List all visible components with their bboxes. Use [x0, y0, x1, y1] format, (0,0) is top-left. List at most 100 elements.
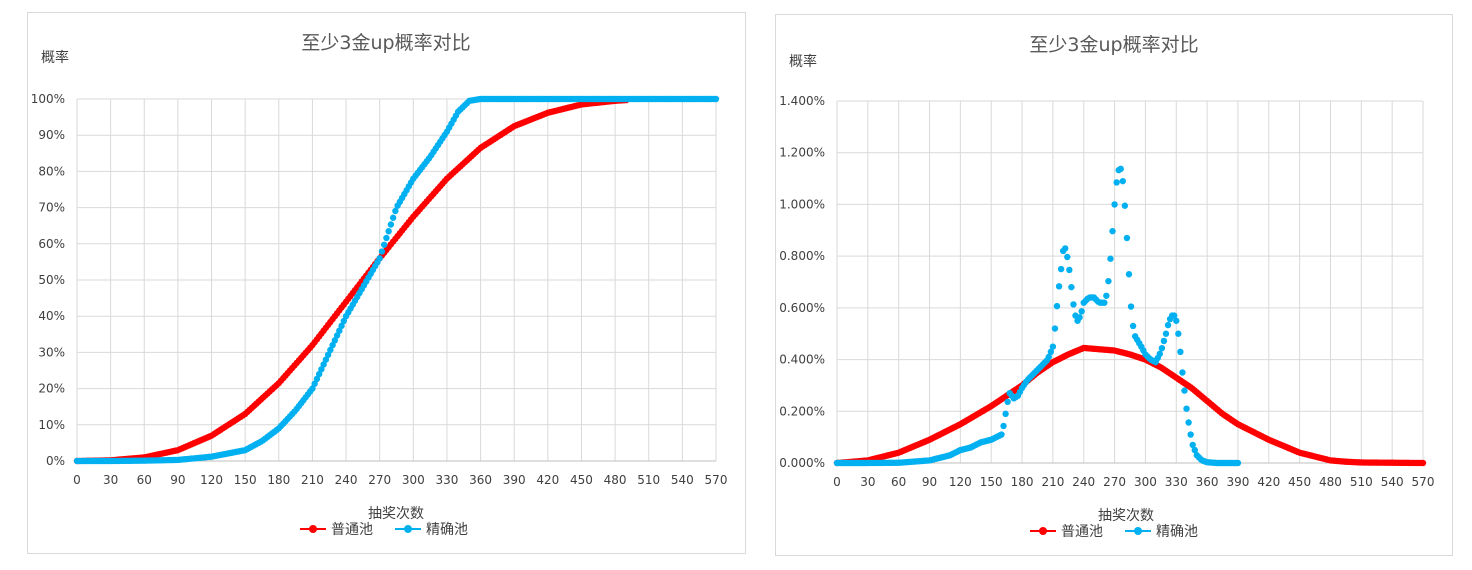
y-tick-label: 0.200%: [779, 404, 825, 418]
data-point: [1000, 422, 1007, 430]
x-tick-label: 540: [1381, 475, 1404, 489]
data-point: [1187, 431, 1194, 438]
data-point: [389, 214, 397, 221]
x-tick-label: 390: [503, 473, 526, 487]
data-point: [1117, 165, 1124, 173]
x-tick-label: 210: [1041, 475, 1064, 489]
data-point: [1049, 343, 1057, 350]
x-tick-label: 180: [267, 473, 290, 487]
data-point: [1119, 177, 1126, 185]
data-point: [338, 322, 345, 330]
data-point: [387, 221, 395, 228]
data-point: [1051, 325, 1059, 332]
data-point: [331, 337, 339, 344]
data-point: [378, 248, 386, 255]
legend-marker: [1039, 527, 1047, 535]
data-point: [1177, 348, 1184, 356]
x-tick-label: 540: [671, 473, 694, 487]
x-tick-label: 510: [1350, 475, 1373, 489]
data-point: [322, 356, 330, 363]
legend-marker: [404, 525, 412, 533]
x-tick-label: 510: [637, 473, 660, 487]
data-point: [380, 241, 388, 248]
data-point: [1125, 271, 1133, 278]
data-point: [1070, 301, 1077, 308]
data-point: [1113, 179, 1120, 186]
x-tick-label: 330: [1165, 475, 1188, 489]
data-point: [1111, 201, 1118, 208]
data-point: [1181, 387, 1188, 394]
y-tick-label: 70%: [38, 201, 65, 215]
y-tick-label: 0.400%: [779, 353, 825, 367]
series-a: [833, 344, 1427, 467]
legend-left: 普通池 精确池: [300, 522, 468, 538]
data-point: [1171, 312, 1178, 319]
data-point: [1105, 277, 1112, 285]
data-point: [1419, 459, 1427, 467]
data-point: [1175, 330, 1182, 337]
x-axis-label: 抽奖次数: [1098, 507, 1154, 524]
data-point: [376, 255, 383, 262]
grid-right: [836, 100, 1424, 464]
series-a: [73, 96, 630, 465]
data-point: [1107, 255, 1114, 262]
data-point: [324, 351, 332, 359]
x-tick-label: 300: [1134, 475, 1157, 489]
data-point: [712, 95, 720, 103]
data-point: [1123, 234, 1131, 242]
legend-marker: [1134, 527, 1142, 535]
data-point: [1066, 266, 1073, 274]
x-tick-label: 270: [368, 473, 391, 487]
chart-title: 至少3金up概率对比: [301, 32, 470, 54]
grid-left: [76, 98, 717, 462]
x-tick-label: 570: [1412, 475, 1435, 489]
x-tick-label: 150: [980, 475, 1003, 489]
ticks-left: 0 30 60 90 120 150 180 210 240 270 300 330 360 390 420…: [31, 92, 728, 487]
data-point: [1078, 308, 1085, 315]
data-point: [1045, 353, 1052, 361]
x-tick-label: 90: [170, 473, 185, 487]
y-tick-label: 60%: [38, 237, 65, 251]
x-tick-label: 360: [469, 473, 492, 487]
legend-label: 普通池: [1061, 524, 1103, 540]
x-tick-label: 150: [234, 473, 257, 487]
data-point: [1234, 459, 1242, 467]
y-tick-label: 20%: [38, 382, 65, 396]
data-point: [313, 375, 321, 383]
data-point: [1191, 446, 1198, 454]
x-tick-label: 450: [1288, 475, 1311, 489]
x-tick-label: 420: [1257, 475, 1280, 489]
x-tick-label: 120: [949, 475, 972, 489]
x-tick-label: 420: [536, 473, 559, 487]
legend-label: 精确池: [1156, 524, 1198, 540]
x-tick-label: 210: [301, 473, 324, 487]
data-point: [1127, 303, 1135, 310]
x-tick-label: 300: [402, 473, 425, 487]
series-right: [833, 165, 1427, 467]
y-tick-label: 0.600%: [779, 301, 825, 315]
x-tick-label: 480: [604, 473, 627, 487]
legend-right: 普通池 精确池: [1030, 524, 1198, 540]
x-tick-label: 120: [200, 473, 223, 487]
data-point: [309, 385, 316, 392]
x-tick-label: 360: [1196, 475, 1219, 489]
x-tick-label: 330: [435, 473, 458, 487]
data-point: [1055, 283, 1063, 290]
x-tick-label: 390: [1226, 475, 1249, 489]
x-tick-label: 30: [860, 475, 875, 489]
x-tick-label: 270: [1103, 475, 1126, 489]
y-axis-label: 概率: [789, 53, 817, 70]
chart-panel-left: 至少3金up概率对比 概率 0 30 60 90 120 150 180 210 240 270 3…: [27, 12, 746, 554]
data-point: [329, 341, 336, 349]
data-point: [1183, 405, 1190, 412]
chart-panel-right: 至少3金up概率对比 概率 0 30 60 90 120 150 180 210 240 270 3…: [775, 14, 1453, 556]
data-point: [1047, 348, 1055, 356]
series-b: [73, 95, 720, 465]
data-point: [318, 366, 325, 373]
y-tick-label: 80%: [38, 164, 65, 178]
data-point: [1076, 314, 1083, 321]
data-point: [1101, 299, 1108, 306]
data-point: [1160, 337, 1168, 345]
y-tick-label: 1.400%: [779, 94, 825, 108]
y-tick-label: 1.000%: [779, 197, 825, 211]
